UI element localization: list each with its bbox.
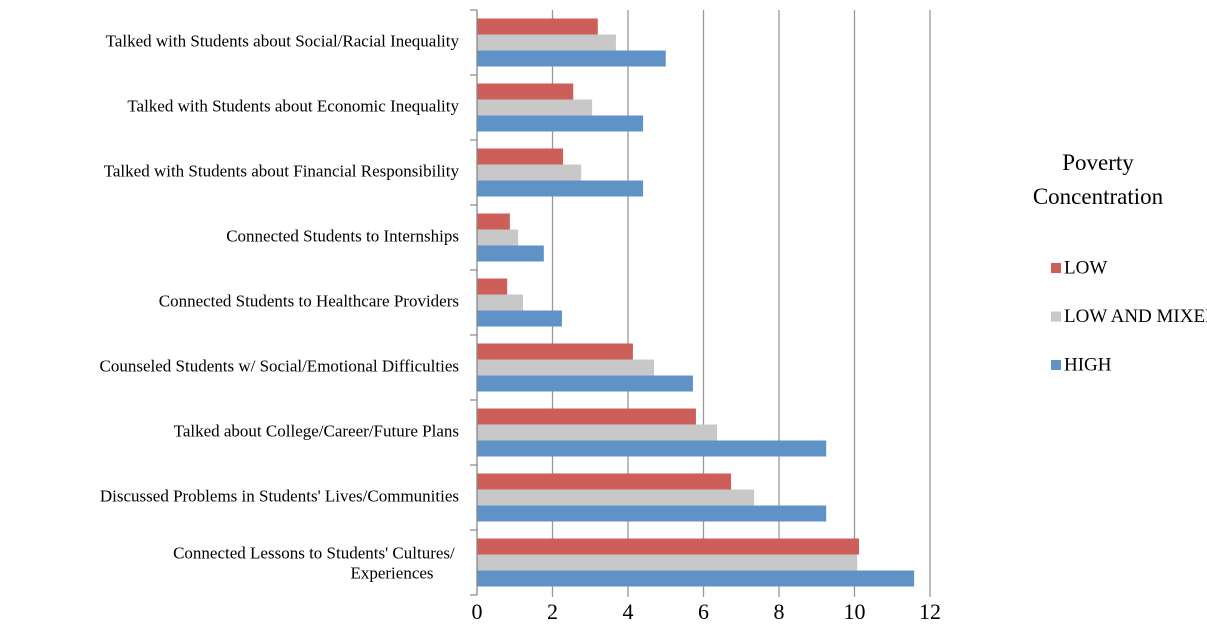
- legend-label: HIGH: [1064, 354, 1112, 375]
- bar: [477, 489, 755, 506]
- legend-swatch: [1051, 360, 1061, 370]
- x-tick-label: 8: [774, 599, 785, 624]
- bar: [477, 213, 510, 230]
- bar: [477, 34, 616, 51]
- bar: [477, 83, 574, 100]
- x-tick-label: 12: [919, 599, 941, 624]
- bar: [477, 473, 732, 490]
- bar: [477, 50, 666, 67]
- y-tick-label: Connected Students to Healthcare Provide…: [159, 291, 459, 310]
- y-tick-label: Connected Students to Internships: [226, 226, 459, 245]
- bar: [477, 148, 564, 165]
- bar: [477, 440, 827, 457]
- y-tick-label: Talked about College/Career/Future Plans: [174, 421, 459, 440]
- bar: [477, 505, 827, 522]
- x-tick-label: 2: [547, 599, 558, 624]
- legend-swatch: [1051, 311, 1061, 322]
- x-tick-label: 4: [623, 599, 634, 624]
- y-tick-label: Counseled Students w/ Social/Emotional D…: [100, 356, 459, 375]
- bar: [477, 99, 593, 116]
- bar: [477, 375, 693, 392]
- bar: [477, 538, 860, 555]
- bar: [477, 180, 644, 197]
- bar: [477, 343, 633, 360]
- bar: [477, 18, 598, 35]
- bar: [477, 310, 562, 327]
- bar: [477, 359, 655, 376]
- bar: [477, 245, 544, 262]
- y-tick-label: Talked with Students about Social/Racial…: [106, 31, 460, 50]
- bar: [477, 408, 696, 425]
- y-tick-label: Talked with Students about Economic Ineq…: [127, 96, 459, 115]
- legend-swatch: [1051, 263, 1061, 273]
- bar: [477, 164, 582, 181]
- bar: [477, 278, 508, 295]
- y-tick-label: Discussed Problems in Students' Lives/Co…: [100, 486, 459, 505]
- legend-title: Poverty Concentration: [1033, 150, 1164, 209]
- y-tick-label: Connected Lessons to Students' Cultures/…: [173, 543, 459, 582]
- legend-label: LOW: [1064, 257, 1107, 278]
- x-tick-label: 10: [844, 599, 866, 624]
- bar: [477, 424, 718, 441]
- x-tick-label: 0: [472, 599, 483, 624]
- bar: [477, 115, 644, 132]
- y-tick-label: Talked with Students about Financial Res…: [104, 161, 460, 180]
- bar: [477, 570, 915, 587]
- bar: [477, 229, 519, 246]
- x-tick-label: 6: [698, 599, 709, 624]
- bar: [477, 554, 858, 571]
- bar: [477, 294, 524, 311]
- legend-label: LOW AND MIXED: [1064, 306, 1207, 327]
